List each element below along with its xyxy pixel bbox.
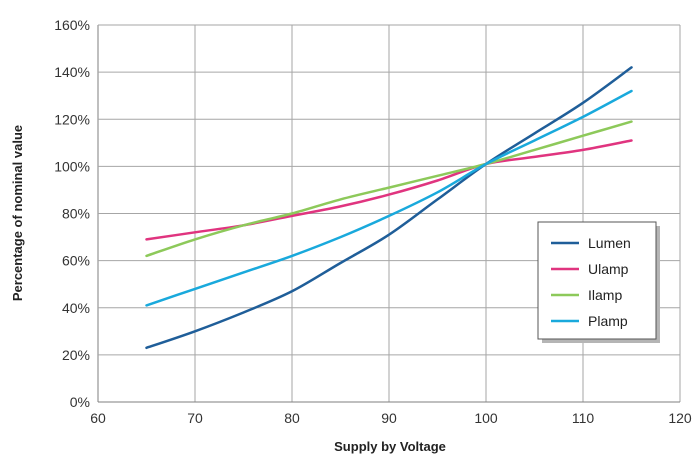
y-tick-label: 60% (62, 253, 90, 269)
x-axis-title: Supply by Voltage (334, 439, 446, 454)
y-tick-label: 140% (54, 64, 90, 80)
y-tick-label: 0% (70, 394, 90, 410)
series-line-plamp (145, 89, 633, 307)
series-line-ulamp (145, 139, 633, 241)
x-tick-label: 70 (187, 410, 203, 426)
y-tick-label: 120% (54, 111, 90, 127)
y-tick-label: 100% (54, 158, 90, 174)
legend-label-ulamp: Ulamp (588, 261, 629, 277)
legend: Lumen Ulamp Ilamp Plamp (537, 221, 660, 343)
legend-label-ilamp: Ilamp (588, 287, 622, 303)
x-tick-label: 90 (381, 410, 397, 426)
x-tick-label: 110 (572, 410, 595, 426)
tick-labels: 60 70 80 90 100 110 120 0% 20% 40% 60% 80% 100% 120% 1… (54, 17, 692, 426)
legend-box (537, 221, 657, 340)
x-tick-label: 80 (284, 410, 300, 426)
y-tick-label: 20% (62, 347, 90, 363)
y-axis-title: Percentage of nominal value (10, 125, 25, 301)
legend-label-plamp: Plamp (588, 313, 628, 329)
series-layer (145, 66, 633, 350)
y-tick-label: 80% (62, 206, 90, 222)
series-line-ilamp (145, 120, 633, 258)
x-tick-label: 100 (474, 410, 498, 426)
legend-label-lumen: Lumen (588, 235, 631, 251)
x-tick-label: 60 (90, 410, 106, 426)
y-tick-label: 160% (54, 17, 90, 33)
y-tick-label: 40% (62, 300, 90, 316)
x-tick-label: 120 (668, 410, 692, 426)
grid (97, 24, 681, 403)
series-line-lumen (145, 66, 633, 350)
